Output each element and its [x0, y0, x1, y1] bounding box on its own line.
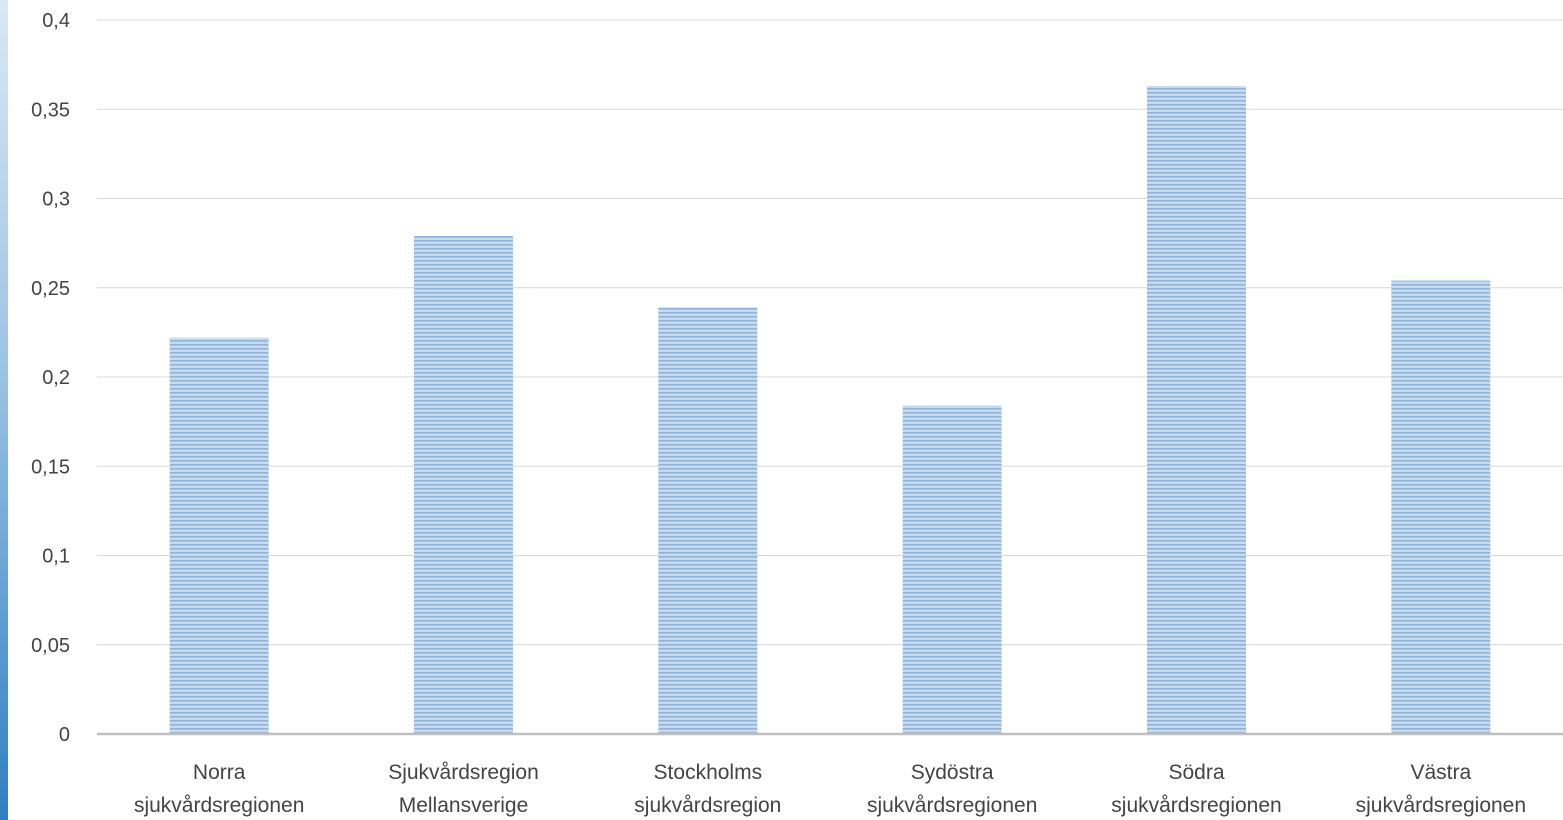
- x-category-label: Sjukvårdsregion Mellansverige: [388, 761, 539, 817]
- bar: [1391, 280, 1491, 734]
- y-tick-label: 0: [59, 724, 70, 746]
- bars: [169, 86, 1491, 735]
- x-category-label-line: Västra: [1410, 761, 1471, 784]
- x-category-label-line: Stockholms: [654, 761, 763, 784]
- x-category-label-line: sjukvårdsregionen: [867, 794, 1037, 817]
- y-tick-label: 0,3: [42, 189, 70, 211]
- x-category-label-line: Sjukvårdsregion: [388, 761, 539, 784]
- x-category-label-line: sjukvårdsregionen: [1111, 794, 1281, 817]
- x-category-label: Södra sjukvårdsregionen: [1111, 761, 1281, 817]
- x-category-label-line: Norra: [193, 761, 246, 784]
- x-category-label-line: Sydöstra: [911, 761, 994, 784]
- x-category-label-line: sjukvårdsregionen: [134, 794, 304, 817]
- x-category-label: Sydöstra sjukvårdsregionen: [867, 761, 1037, 817]
- left-accent-bar: [0, 0, 8, 820]
- x-category-label: Västra sjukvårdsregionen: [1356, 761, 1526, 817]
- x-category-label: Stockholms sjukvårdsregion: [634, 761, 781, 817]
- bar: [902, 405, 1002, 734]
- y-tick-label: 0,2: [42, 367, 70, 389]
- x-category-label: Norra sjukvårdsregionen: [134, 761, 304, 817]
- bar: [169, 337, 269, 734]
- x-category-label-line: sjukvårdsregion: [634, 794, 781, 817]
- y-tick-labels: 0 0,05 0,1 0,15 0,2 0,25 0,3 0,35 0,4: [31, 10, 70, 746]
- y-tick-label: 0,25: [31, 278, 70, 300]
- x-category-labels: Norra sjukvårdsregionen Sjukvårdsregion Mel…: [134, 761, 1526, 817]
- y-tick-label: 0,35: [31, 99, 70, 121]
- x-category-label-line: sjukvårdsregionen: [1356, 794, 1526, 817]
- y-tick-label: 0,1: [42, 546, 70, 568]
- x-category-label-line: Södra: [1168, 761, 1224, 784]
- y-tick-label: 0,15: [31, 456, 70, 478]
- y-tick-label: 0,4: [42, 10, 70, 32]
- bar: [658, 307, 758, 734]
- bar: [414, 235, 513, 735]
- x-category-label-line: Mellansverige: [399, 794, 529, 817]
- y-tick-label: 0,05: [31, 635, 70, 657]
- gridlines: [97, 19, 1563, 646]
- bar: [1147, 86, 1246, 735]
